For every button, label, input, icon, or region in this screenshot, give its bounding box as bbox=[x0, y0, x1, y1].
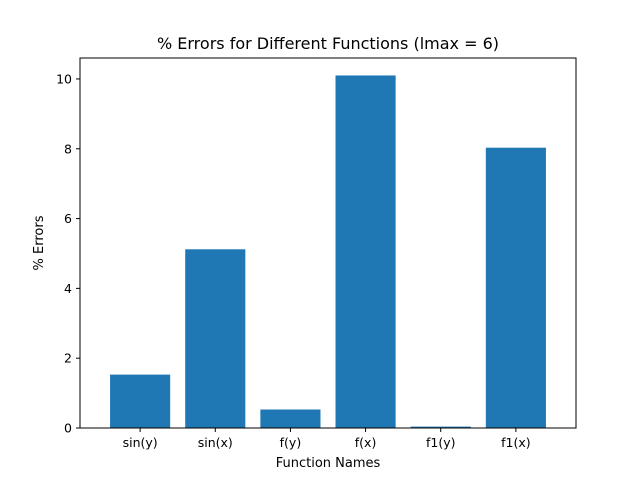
x-tick-label: f1(x) bbox=[501, 435, 531, 450]
y-axis-ticks: 0 2 4 6 8 10 bbox=[56, 71, 80, 436]
y-tick-label: 6 bbox=[64, 211, 72, 226]
y-axis-label: % Errors bbox=[32, 215, 47, 270]
x-axis-label: Function Names bbox=[276, 456, 381, 471]
y-tick-label: 4 bbox=[64, 281, 72, 296]
bar-f1(y) bbox=[410, 426, 471, 428]
bar-f1(x) bbox=[485, 147, 546, 428]
bar-sin(y) bbox=[110, 374, 171, 428]
x-tick-label: f1(y) bbox=[426, 435, 456, 450]
y-tick-label: 2 bbox=[64, 351, 72, 366]
chart-title: % Errors for Different Functions (lmax =… bbox=[157, 34, 499, 53]
y-tick-label: 0 bbox=[64, 421, 72, 436]
x-tick-label: sin(x) bbox=[198, 435, 233, 450]
x-axis-ticks: sin(y) sin(x) f(y) f(x) f1(y) f1(x) bbox=[123, 428, 531, 450]
y-tick-label: 8 bbox=[64, 141, 72, 156]
x-tick-label: f(x) bbox=[355, 435, 377, 450]
y-tick-label: 10 bbox=[56, 71, 72, 86]
x-tick-label: f(y) bbox=[280, 435, 302, 450]
bars-group bbox=[110, 75, 546, 429]
plot-frame bbox=[79, 57, 577, 429]
x-tick-label: sin(y) bbox=[123, 435, 158, 450]
bar-sin(x) bbox=[185, 249, 246, 428]
bar-f(x) bbox=[335, 75, 396, 429]
bar-f(y) bbox=[260, 409, 321, 428]
